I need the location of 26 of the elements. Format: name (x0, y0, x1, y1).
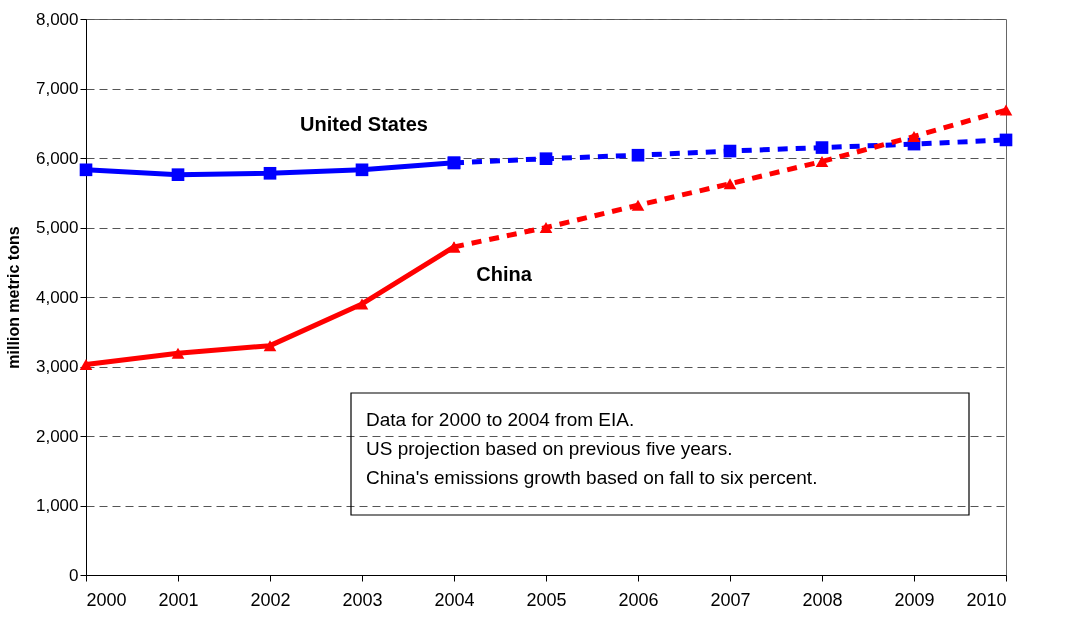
y-tick-label: 3,000 (35, 357, 79, 376)
series-label: China (476, 262, 533, 285)
x-tick-label: 2010 (966, 589, 1007, 610)
y-tick-label: 6,000 (35, 148, 79, 168)
x-tick-label: 2005 (526, 589, 567, 610)
x-tick-label: 2008 (802, 589, 843, 610)
x-tick-label: 2006 (618, 589, 659, 610)
y-tick-label: 2,000 (35, 426, 79, 446)
annotation: Data for 2000 to 2004 from EIA. (366, 409, 635, 430)
x-tick-label: 2007 (710, 589, 751, 610)
y-tick-label: 0 (69, 565, 79, 585)
annotation: US projection based on previous five years. (366, 438, 733, 459)
x-tick-label: 2004 (434, 589, 475, 610)
y-tick-label: 7,000 (35, 79, 79, 98)
y-tick-label: 1,000 (35, 496, 79, 515)
x-tick-label: 2000 (86, 589, 127, 610)
x-tick-label: 2002 (250, 589, 291, 610)
x-tick-label: 2003 (342, 589, 383, 610)
series-label: United States (300, 112, 428, 135)
x-tick-label: 2009 (894, 589, 935, 610)
y-tick-label: 4,000 (35, 287, 79, 307)
x-tick-label: 2001 (158, 589, 199, 610)
annotation: China's emissions growth based on fall to six percent. (366, 467, 818, 488)
y-tick-label: 5,000 (35, 218, 79, 237)
y-tick-label: 8,000 (35, 9, 79, 29)
y-axis-title: million metric tons (4, 226, 22, 369)
